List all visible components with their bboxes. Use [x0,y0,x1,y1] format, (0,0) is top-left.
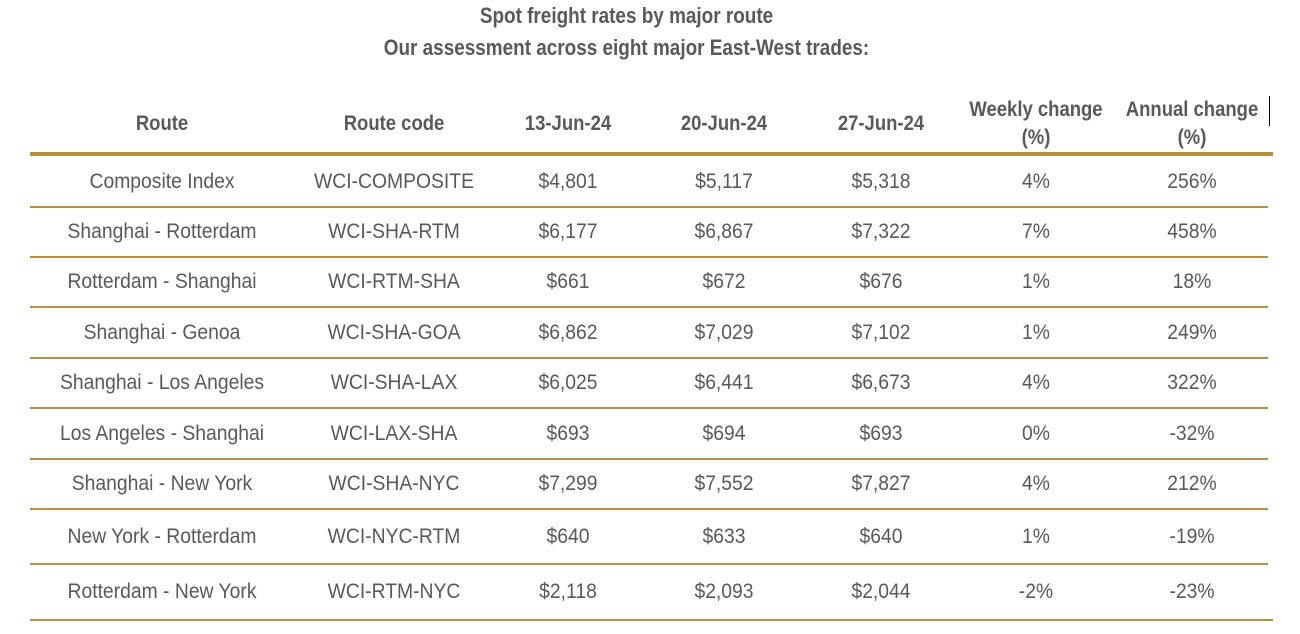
cell-annual-change: 249% [1167,320,1217,344]
cell-route: Shanghai - Rotterdam [67,220,257,243]
cell-date-2: $633 [702,524,746,548]
cell-date-1: $6,862 [538,320,598,344]
cell-date-1: $7,299 [538,472,598,495]
cell-weekly-change: 4% [1022,472,1050,495]
cell-date-2: $6,441 [694,371,754,394]
column-header-date-2: 20-Jun-24 [680,112,768,135]
cell-annual-change: 18% [1172,270,1212,293]
cell-route: Shanghai - Los Angeles [59,371,265,394]
cell-annual-change: -19% [1169,524,1215,548]
cell-route-code: WCI-COMPOSITE [314,169,474,193]
cell-weekly-change: 4% [1022,371,1050,394]
cell-date-3: $6,673 [851,371,911,394]
cell-date-2: $2,093 [694,580,754,603]
header-row: Route Route code 13-Jun-24 20-Jun-24 27-Jun-… [30,92,1273,156]
row-divider [30,357,1268,359]
cell-date-1: $640 [546,524,590,548]
cell-route-code: WCI-SHA-GOA [327,320,461,344]
cell-date-3: $693 [859,421,903,445]
cell-date-1: $6,025 [538,371,598,394]
cell-route: Los Angeles - Shanghai [59,421,265,445]
cell-date-2: $672 [702,270,746,293]
cell-route: Rotterdam - New York [67,580,257,603]
cell-weekly-change: 1% [1022,524,1050,548]
cell-date-1: $693 [546,421,590,445]
cell-weekly-change: 4% [1022,169,1050,193]
cell-annual-change: 322% [1167,371,1217,394]
cell-date-3: $7,102 [851,320,911,344]
row-divider [30,619,1273,621]
cell-route: Shanghai - Genoa [83,320,241,344]
cell-annual-change: -23% [1169,580,1215,603]
cell-route-code: WCI-RTM-NYC [327,580,461,603]
table-row: Composite Index WCI-COMPOSITE $4,801 $5,117… [30,156,1273,207]
table-row: Shanghai - Rotterdam WCI-SHA-RTM $6,177 $6,… [30,207,1273,257]
cell-weekly-change: 0% [1022,421,1050,445]
cell-date-1: $2,118 [539,580,597,603]
header-divider [30,152,1273,156]
cell-date-3: $7,827 [851,472,911,495]
cell-date-1: $4,801 [538,169,598,193]
cell-date-1: $661 [546,270,590,293]
table-row: Rotterdam - Shanghai WCI-RTM-SHA $661 $672 $… [30,257,1273,307]
column-header-date-1: 13-Jun-24 [524,112,612,135]
cell-route: Shanghai - New York [71,472,253,495]
table-row: Shanghai - Los Angeles WCI-SHA-LAX $6,025 $… [30,358,1273,408]
cell-date-2: $5,117 [695,169,753,193]
cell-route: Composite Index [89,169,235,193]
cell-route-code: WCI-LAX-SHA [330,421,458,445]
column-header-annual-change: Annual change (%) [1125,98,1259,149]
row-divider [30,256,1268,258]
cell-date-2: $6,867 [694,220,754,243]
cell-route-code: WCI-NYC-RTM [327,524,461,548]
row-divider [30,508,1268,510]
cell-date-3: $640 [859,524,903,548]
table-row: New York - Rotterdam WCI-NYC-RTM $640 $633 $… [30,509,1273,564]
cell-route-code: WCI-SHA-NYC [328,472,460,495]
cell-annual-change: 256% [1167,169,1217,193]
text-cursor [1269,96,1270,126]
table-row: Los Angeles - Shanghai WCI-LAX-SHA $693 $69… [30,408,1273,459]
cell-date-2: $694 [702,421,746,445]
cell-date-1: $6,177 [538,220,598,243]
cell-annual-change: 212% [1167,472,1217,495]
table-row: Shanghai - New York WCI-SHA-NYC $7,299 $7,5… [30,459,1273,509]
cell-date-3: $2,044 [851,580,911,603]
cell-route: Rotterdam - Shanghai [67,270,257,293]
chart-title: Spot freight rates by major route [479,3,774,28]
column-header-date-3: 27-Jun-24 [837,112,925,135]
cell-date-3: $676 [859,270,903,293]
column-header-weekly-change: Weekly change (%) [969,98,1103,149]
cell-date-2: $7,029 [694,320,754,344]
cell-date-2: $7,552 [694,472,754,495]
column-header-route: Route [135,112,189,135]
cell-annual-change: -32% [1169,421,1215,445]
row-divider [30,563,1268,565]
table-row: Rotterdam - New York WCI-RTM-NYC $2,118 $2,… [30,564,1273,620]
row-divider [30,306,1268,308]
column-header-route-code: Route code [343,112,445,135]
cell-route: New York - Rotterdam [67,524,257,548]
cell-date-3: $5,318 [851,169,911,193]
cell-weekly-change: 1% [1022,270,1050,293]
cell-weekly-change: -2% [1018,580,1054,603]
row-divider [30,458,1268,460]
table-row: Shanghai - Genoa WCI-SHA-GOA $6,862 $7,029 $… [30,307,1273,358]
cell-annual-change: 458% [1167,220,1217,243]
cell-route-code: WCI-SHA-RTM [328,220,460,243]
cell-weekly-change: 1% [1022,320,1050,344]
row-divider [30,407,1268,409]
cell-date-3: $7,322 [851,220,911,243]
cell-route-code: WCI-RTM-SHA [328,270,460,293]
chart-subtitle: Our assessment across eight major East-W… [383,35,870,60]
cell-weekly-change: 7% [1022,220,1050,243]
cell-route-code: WCI-SHA-LAX [330,371,458,394]
row-divider [30,206,1268,208]
